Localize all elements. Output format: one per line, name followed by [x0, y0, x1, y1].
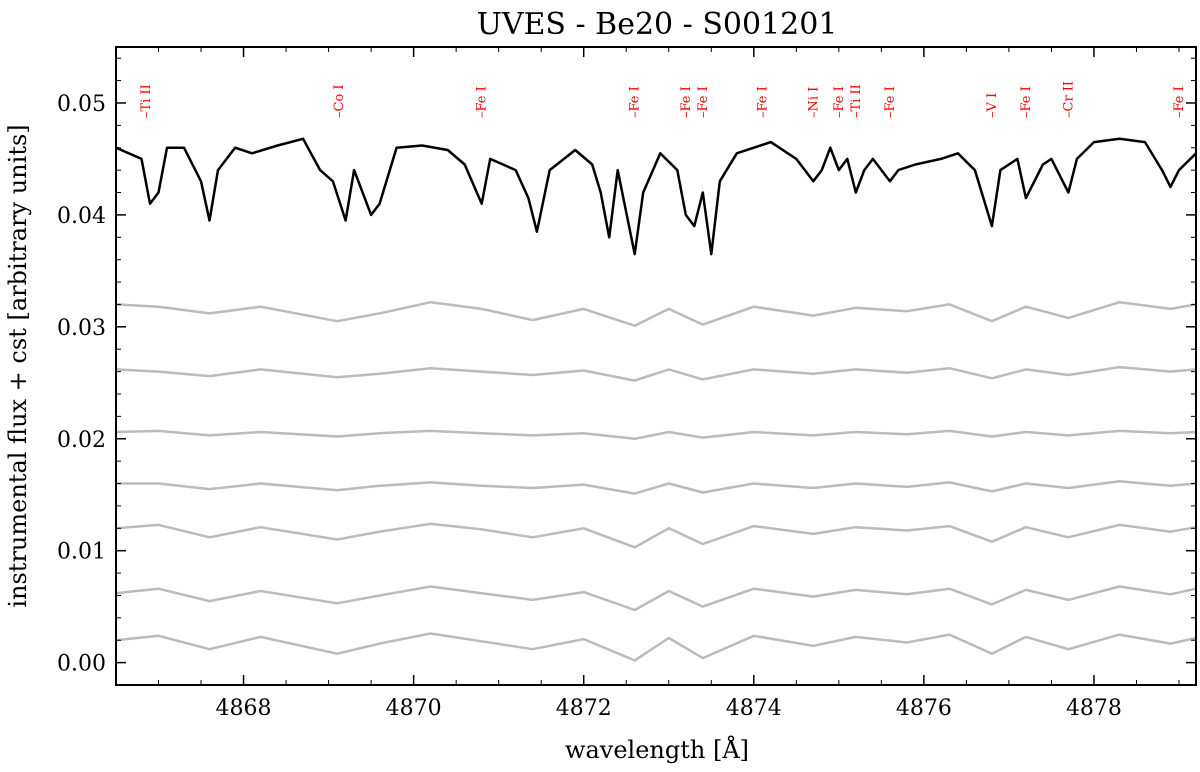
series-line-residual-1 — [115, 300, 1197, 327]
line-id-label: –Ti II — [139, 84, 154, 118]
series-line-residual-4 — [116, 480, 1197, 495]
line-id-label: –Fe I — [679, 86, 694, 118]
y-tick-label: 0.05 — [57, 92, 106, 117]
x-tick-label: 4874 — [726, 696, 782, 721]
line-id-label: –Ti II — [849, 84, 864, 118]
series-line-residual-5 — [115, 522, 1197, 549]
y-tick-label: 0.01 — [57, 540, 106, 565]
y-axis-label: instrumental flux + cst [arbitrary units… — [4, 124, 32, 607]
plot-frame — [115, 46, 1197, 686]
plot-area: 4868 4870 4872 4874 4876 4878 0.00 0.01 0.02 0.03… — [57, 47, 1197, 721]
line-id-label: –Ni I — [806, 87, 821, 118]
series-line-residual-6 — [115, 585, 1197, 612]
line-id-label: –Fe I — [755, 86, 770, 118]
x-tick-label: 4876 — [896, 696, 952, 721]
series-line-residual-2 — [115, 365, 1197, 382]
x-tick-label: 4878 — [1066, 696, 1122, 721]
line-id-label: –Fe I — [883, 86, 898, 118]
series-line-residual-7 — [115, 632, 1197, 662]
line-id-label: –Fe I — [1019, 86, 1034, 118]
x-tick-label: 4868 — [216, 696, 272, 721]
x-axis-label: wavelength [Å] — [565, 735, 749, 764]
line-id-label: –Fe I — [628, 86, 643, 118]
line-id-label: –Fe I — [832, 86, 847, 118]
line-id-label: –Fe I — [696, 86, 711, 118]
x-tick-label: 4872 — [556, 696, 612, 721]
series-line-residual-3 — [115, 429, 1197, 441]
y-tick-label: 0.04 — [57, 204, 106, 229]
line-id-label: –Co I — [332, 84, 347, 118]
y-tick-label: 0.00 — [57, 652, 106, 677]
y-tick-label: 0.03 — [57, 316, 106, 341]
chart-title: UVES - Be20 - S001201 — [477, 7, 838, 42]
line-id-label: –Cr II — [1061, 81, 1076, 118]
y-tick-label: 0.02 — [57, 428, 106, 453]
line-id-label: –V I — [985, 93, 1000, 118]
line-id-label: –Fe I — [1172, 86, 1187, 118]
line-id-label: –Fe I — [475, 86, 490, 118]
x-tick-label: 4870 — [386, 696, 442, 721]
series-line-main — [115, 137, 1197, 256]
